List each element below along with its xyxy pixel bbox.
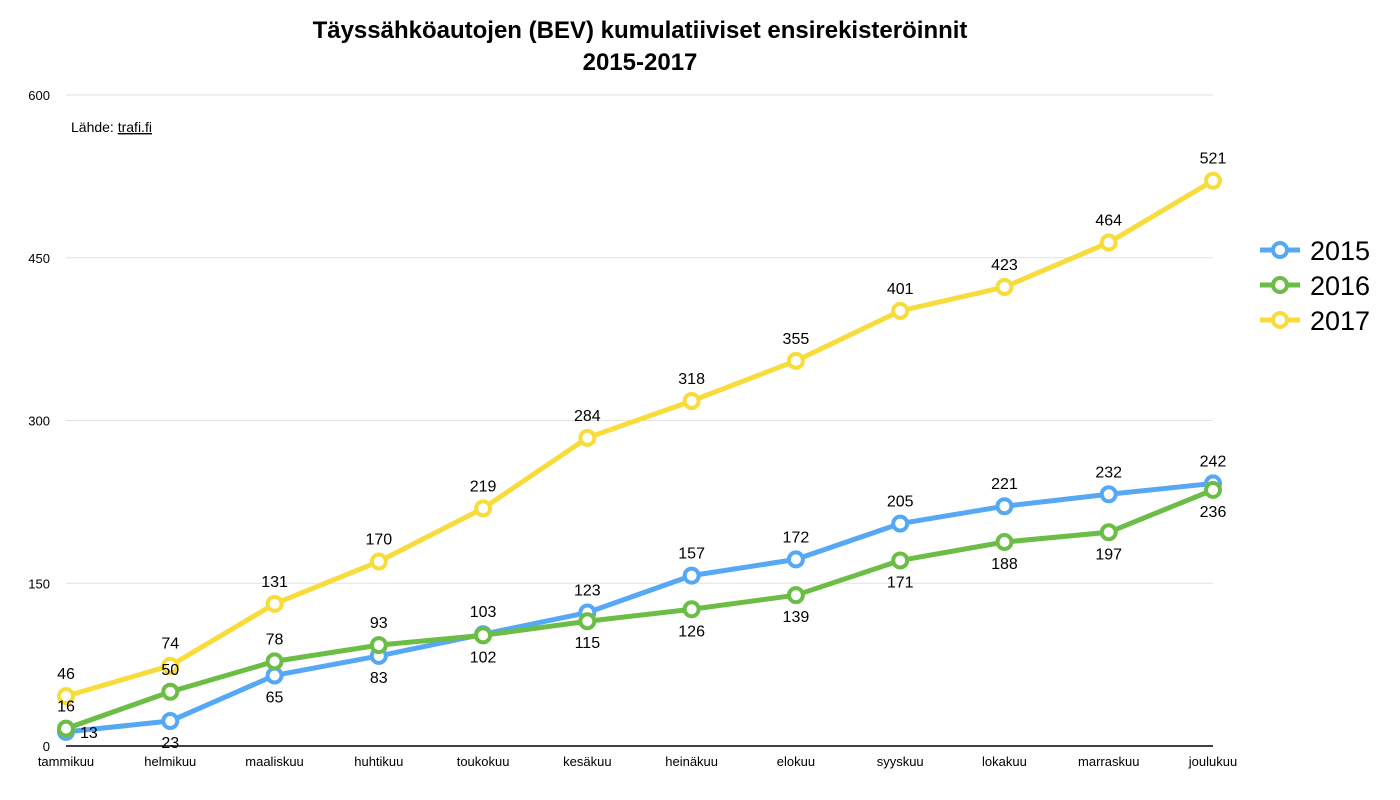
data-point-2015 [265, 666, 284, 685]
legend-marker [1271, 311, 1289, 329]
data-label-2017: 401 [887, 281, 914, 298]
x-tick-label: kesäkuu [563, 754, 611, 769]
data-point-2016 [474, 626, 493, 645]
x-tick-label: maaliskuu [245, 754, 304, 769]
data-point-2016 [1204, 480, 1222, 499]
series-line-2015 [65, 480, 1214, 735]
x-tick-label: helmikuu [144, 754, 196, 769]
data-label-2016: 102 [470, 649, 497, 666]
source-link[interactable]: trafi.fi [118, 119, 152, 135]
data-point-2017 [57, 687, 75, 706]
data-label-2015: 13 [80, 725, 98, 742]
data-label-2016: 93 [370, 615, 388, 632]
data-label-2015: 221 [991, 476, 1018, 493]
data-point-2016 [995, 533, 1014, 552]
data-point-2015 [1099, 485, 1118, 504]
data-label-2017: 423 [991, 257, 1018, 274]
data-point-2015 [682, 566, 701, 585]
data-label-2017: 131 [261, 574, 288, 591]
data-point-2017 [474, 499, 493, 518]
x-tick-label: joulukuu [1188, 754, 1237, 769]
data-label-2015: 242 [1200, 453, 1227, 470]
data-point-2017 [786, 351, 805, 370]
legend-label: 2015 [1310, 236, 1370, 266]
data-point-2017 [1099, 233, 1118, 252]
data-label-2017: 318 [678, 371, 705, 388]
data-label-2016: 16 [57, 699, 75, 716]
data-point-2017 [369, 552, 388, 571]
legend-label: 2016 [1310, 271, 1370, 301]
data-point-2016 [57, 719, 75, 738]
data-label-2016: 188 [991, 556, 1018, 573]
data-point-2016 [1099, 523, 1118, 542]
data-point-2017 [891, 301, 910, 320]
data-label-2015: 65 [266, 689, 284, 706]
data-point-2017 [265, 594, 284, 613]
data-label-2015: 205 [887, 494, 914, 511]
data-label-2015: 23 [161, 735, 179, 752]
data-point-2017 [682, 391, 701, 410]
y-tick-label: 0 [43, 739, 50, 754]
data-point-2016 [682, 600, 701, 619]
x-tick-label: marraskuu [1078, 754, 1139, 769]
data-label-2016: 171 [887, 574, 914, 591]
series-line-2016 [65, 487, 1214, 731]
x-tick-label: syyskuu [877, 754, 924, 769]
data-label-2015: 103 [470, 604, 497, 621]
legend-marker [1271, 241, 1289, 259]
data-label-2015: 83 [370, 670, 388, 687]
data-label-2016: 236 [1200, 504, 1227, 521]
data-label-2016: 139 [783, 609, 810, 626]
data-point-2016 [786, 586, 805, 605]
data-point-2015 [161, 712, 180, 731]
data-label-2017: 464 [1095, 213, 1122, 230]
data-label-2016: 78 [266, 631, 284, 648]
data-label-2015: 172 [783, 529, 810, 546]
data-point-2017 [995, 278, 1014, 297]
data-label-2015: 232 [1095, 464, 1122, 481]
data-label-2017: 170 [365, 532, 392, 549]
data-label-2017: 284 [574, 408, 601, 425]
data-point-2017 [1204, 171, 1222, 190]
data-label-2017: 521 [1200, 151, 1227, 168]
data-point-2016 [265, 652, 284, 671]
data-label-2016: 115 [575, 635, 601, 652]
data-point-2017 [161, 656, 180, 675]
y-tick-label: 150 [28, 576, 50, 591]
data-label-2016: 50 [161, 662, 179, 679]
data-point-2015 [891, 514, 910, 533]
y-tick-label: 300 [28, 414, 50, 429]
x-tick-label: toukokuu [457, 754, 510, 769]
data-point-2016 [369, 636, 388, 655]
x-tick-label: elokuu [777, 754, 815, 769]
data-point-2015 [786, 550, 805, 569]
chart-title-line1: Täyssähköautojen (BEV) kumulatiiviset en… [313, 17, 968, 44]
source-label: Lähde: trafi.fi [71, 119, 152, 135]
chart-title-line2: 2015-2017 [583, 49, 698, 76]
x-tick-label: tammikuu [38, 754, 94, 769]
data-label-2017: 74 [161, 636, 179, 653]
data-point-2017 [578, 428, 597, 447]
y-tick-label: 600 [28, 88, 50, 103]
legend-label: 2017 [1310, 306, 1370, 336]
data-label-2015: 123 [574, 583, 601, 600]
data-label-2016: 126 [678, 623, 705, 640]
data-point-2016 [578, 612, 597, 631]
series-line-2017 [65, 178, 1215, 699]
x-tick-label: huhtikuu [354, 754, 403, 769]
data-point-2016 [161, 682, 180, 701]
data-label-2015: 157 [678, 546, 705, 563]
data-label-2017: 219 [470, 478, 497, 495]
data-point-2015 [995, 497, 1014, 516]
legend-marker [1271, 276, 1289, 294]
data-label-2017: 46 [57, 666, 75, 683]
x-tick-label: lokakuu [982, 754, 1027, 769]
data-label-2017: 355 [783, 331, 810, 348]
data-point-2016 [891, 551, 910, 570]
data-label-2016: 197 [1095, 546, 1122, 563]
x-tick-label: heinäkuu [665, 754, 718, 769]
y-tick-label: 450 [28, 251, 50, 266]
